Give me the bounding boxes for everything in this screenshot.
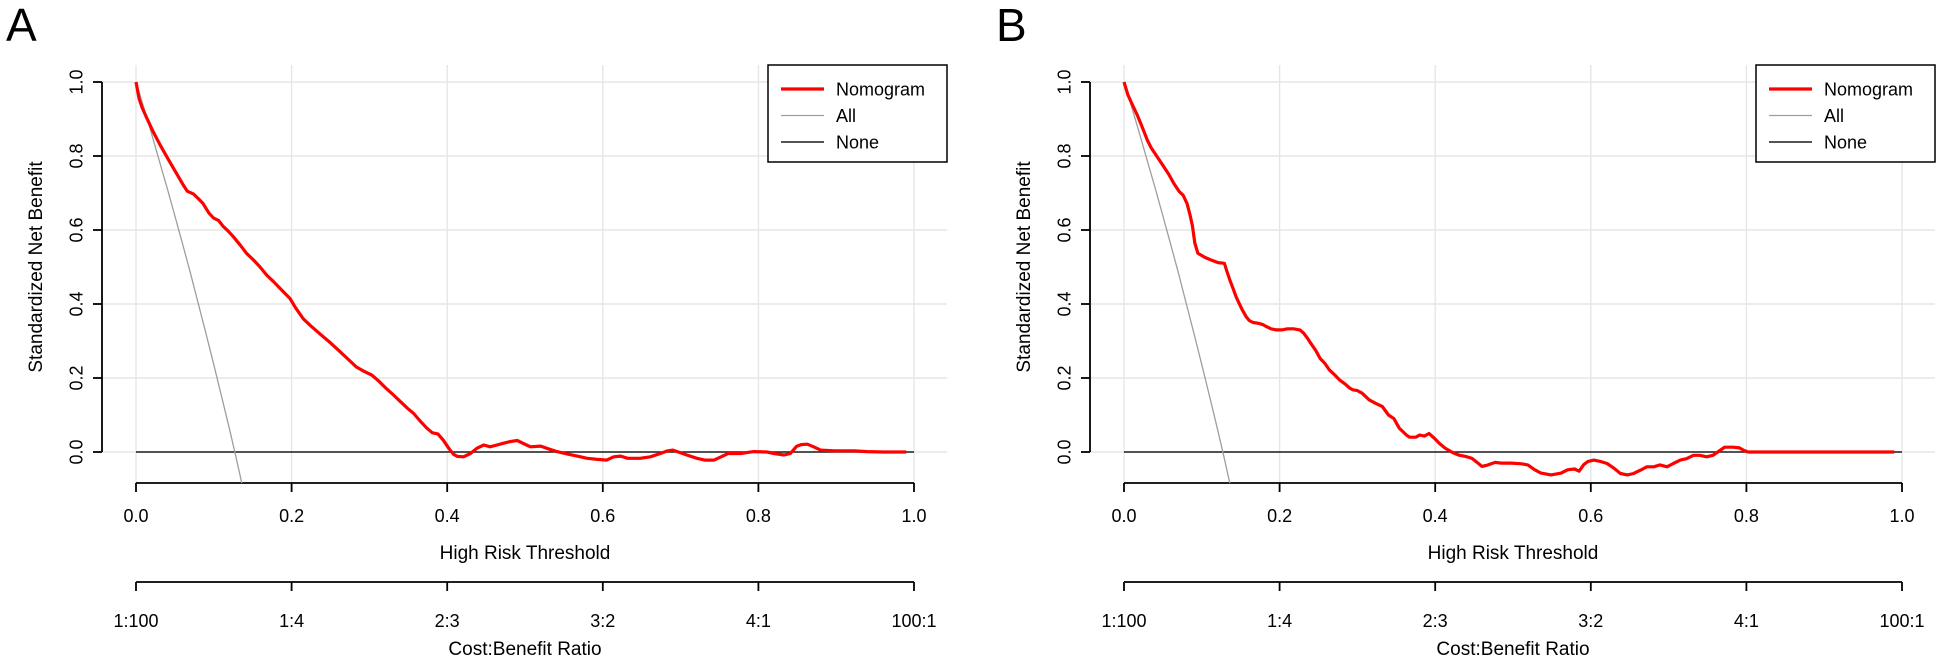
y-tick-label: 0.2 <box>66 365 86 390</box>
cost-benefit-axis-title: Cost:Benefit Ratio <box>1436 639 1589 659</box>
x-tick-label: 0.4 <box>1423 506 1448 526</box>
y-tick-label: 0.0 <box>66 439 86 464</box>
decision-curve-plot-b: 0.0 0.2 0.4 0.6 0.8 1.0 Standardized Net Benef… <box>1014 64 1936 659</box>
x-axis: 0.0 0.2 0.4 0.6 0.8 1.0 High Risk Threshold <box>1111 482 1915 564</box>
panel-a-label: A <box>6 0 37 51</box>
y-tick-label: 1.0 <box>66 69 86 94</box>
cost-benefit-axis-title: Cost:Benefit Ratio <box>448 639 601 659</box>
legend: Nomogram All None <box>767 64 948 163</box>
y-tick-label: 0.2 <box>1054 365 1074 390</box>
x-tick-label: 0.2 <box>1267 506 1292 526</box>
x-tick-label: 0.4 <box>435 506 460 526</box>
y-tick-label: 0.8 <box>1054 143 1074 168</box>
x-tick-label: 1.0 <box>901 506 926 526</box>
cost-benefit-tick-label: 4:1 <box>1734 611 1759 631</box>
legend-label: All <box>1824 106 1844 126</box>
x-tick-label: 0.8 <box>746 506 771 526</box>
legend-label: Nomogram <box>1824 80 1913 100</box>
legend-label: All <box>836 106 856 126</box>
legend-box <box>767 64 948 163</box>
y-tick-label: 0.4 <box>66 291 86 316</box>
decision-curve-plot-a: 0.0 0.2 0.4 0.6 0.8 1.0 Standardized Net Benef… <box>26 64 948 659</box>
y-axis: 0.0 0.2 0.4 0.6 0.8 1.0 Standardized Net Benef… <box>1014 69 1091 465</box>
legend-box <box>1755 64 1936 163</box>
legend: Nomogram All None <box>1755 64 1936 163</box>
cost-benefit-tick-label: 1:4 <box>1267 611 1292 631</box>
panel-b: B 0.0 0.2 0.4 0.6 0.8 1.0 Standardized Net Ben… <box>972 0 1943 659</box>
x-tick-label: 0.8 <box>1734 506 1759 526</box>
x-axis-title: High Risk Threshold <box>1428 543 1599 564</box>
x-axis: 0.0 0.2 0.4 0.6 0.8 1.0 High Risk Threshold <box>123 482 927 564</box>
cost-benefit-tick-label: 3:2 <box>1578 611 1603 631</box>
y-tick-label: 0.6 <box>1054 217 1074 242</box>
cost-benefit-tick-label: 2:3 <box>1423 611 1448 631</box>
x-tick-label: 0.6 <box>1578 506 1603 526</box>
legend-label: None <box>1824 133 1867 153</box>
nomogram-curve <box>134 81 907 462</box>
y-axis-title: Standardized Net Benefit <box>26 161 47 373</box>
cost-benefit-tick-label: 4:1 <box>746 611 771 631</box>
y-tick-label: 0.0 <box>1054 439 1074 464</box>
cost-benefit-axis: 1:100 1:4 2:3 3:2 4:1 100:1 Cost:Benefit Ratio <box>113 581 937 659</box>
y-tick-label: 0.4 <box>1054 291 1074 316</box>
cost-benefit-tick-label: 3:2 <box>590 611 615 631</box>
y-tick-label: 1.0 <box>1054 69 1074 94</box>
cost-benefit-tick-label: 2:3 <box>435 611 460 631</box>
cost-benefit-tick-label: 1:4 <box>279 611 304 631</box>
cost-benefit-tick-label: 100:1 <box>1879 611 1924 631</box>
y-axis: 0.0 0.2 0.4 0.6 0.8 1.0 Standardized Net Benef… <box>26 69 103 465</box>
legend-label: Nomogram <box>836 80 925 100</box>
x-tick-label: 1.0 <box>1889 506 1914 526</box>
all-curve <box>1123 81 1231 484</box>
legend-label: None <box>836 133 879 153</box>
panel-b-label: B <box>996 0 1027 51</box>
x-tick-label: 0.0 <box>123 506 148 526</box>
y-tick-label: 0.8 <box>66 143 86 168</box>
x-tick-label: 0.0 <box>1111 506 1136 526</box>
cost-benefit-tick-label: 1:100 <box>113 611 158 631</box>
y-tick-label: 0.6 <box>66 217 86 242</box>
x-tick-label: 0.6 <box>590 506 615 526</box>
x-tick-label: 0.2 <box>279 506 304 526</box>
panel-a: A 0.0 0.2 0.4 0.6 0.8 1.0 Standardized Net Ben… <box>0 0 971 659</box>
cost-benefit-axis: 1:100 1:4 2:3 3:2 4:1 100:1 Cost:Benefit Ratio <box>1101 581 1925 659</box>
nomogram-curve <box>1122 81 1895 477</box>
cost-benefit-tick-label: 1:100 <box>1101 611 1146 631</box>
all-curve <box>135 81 243 484</box>
x-axis-title: High Risk Threshold <box>440 543 611 564</box>
y-axis-title: Standardized Net Benefit <box>1014 161 1035 373</box>
cost-benefit-tick-label: 100:1 <box>891 611 936 631</box>
